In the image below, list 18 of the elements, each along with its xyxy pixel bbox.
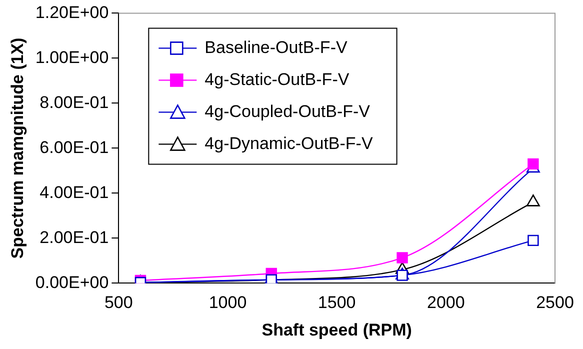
y-tick-label: 4.00E-01 bbox=[40, 182, 109, 202]
y-tick-label: 1.00E+00 bbox=[35, 48, 109, 67]
legend-label: 4g-Static-OutB-F-V bbox=[204, 70, 350, 89]
x-tick-label: 500 bbox=[104, 293, 133, 312]
y-tick-label: 1.20E+00 bbox=[35, 2, 109, 22]
y-tick-label: 6.00E-01 bbox=[40, 138, 109, 157]
y-tick-label: 0.00E+00 bbox=[35, 272, 109, 292]
legend-label: Baseline-OutB-F-V bbox=[204, 38, 348, 57]
x-tick-label: 1000 bbox=[208, 293, 247, 312]
y-axis-title: Spectrum mamgnitude (1X) bbox=[8, 38, 27, 259]
legend-label: 4g-Dynamic-OutB-F-V bbox=[204, 134, 374, 153]
x-tick-label: 2000 bbox=[427, 293, 465, 312]
y-tick-label: 2.00E-01 bbox=[40, 228, 109, 247]
y-tick-label: 8.00E-01 bbox=[40, 92, 109, 112]
x-tick-label: 2500 bbox=[536, 293, 574, 312]
legend-label: 4g-Coupled-OutB-F-V bbox=[204, 102, 371, 121]
x-tick-label: 1500 bbox=[318, 293, 356, 312]
x-axis-title: Shaft speed (RPM) bbox=[262, 320, 412, 340]
